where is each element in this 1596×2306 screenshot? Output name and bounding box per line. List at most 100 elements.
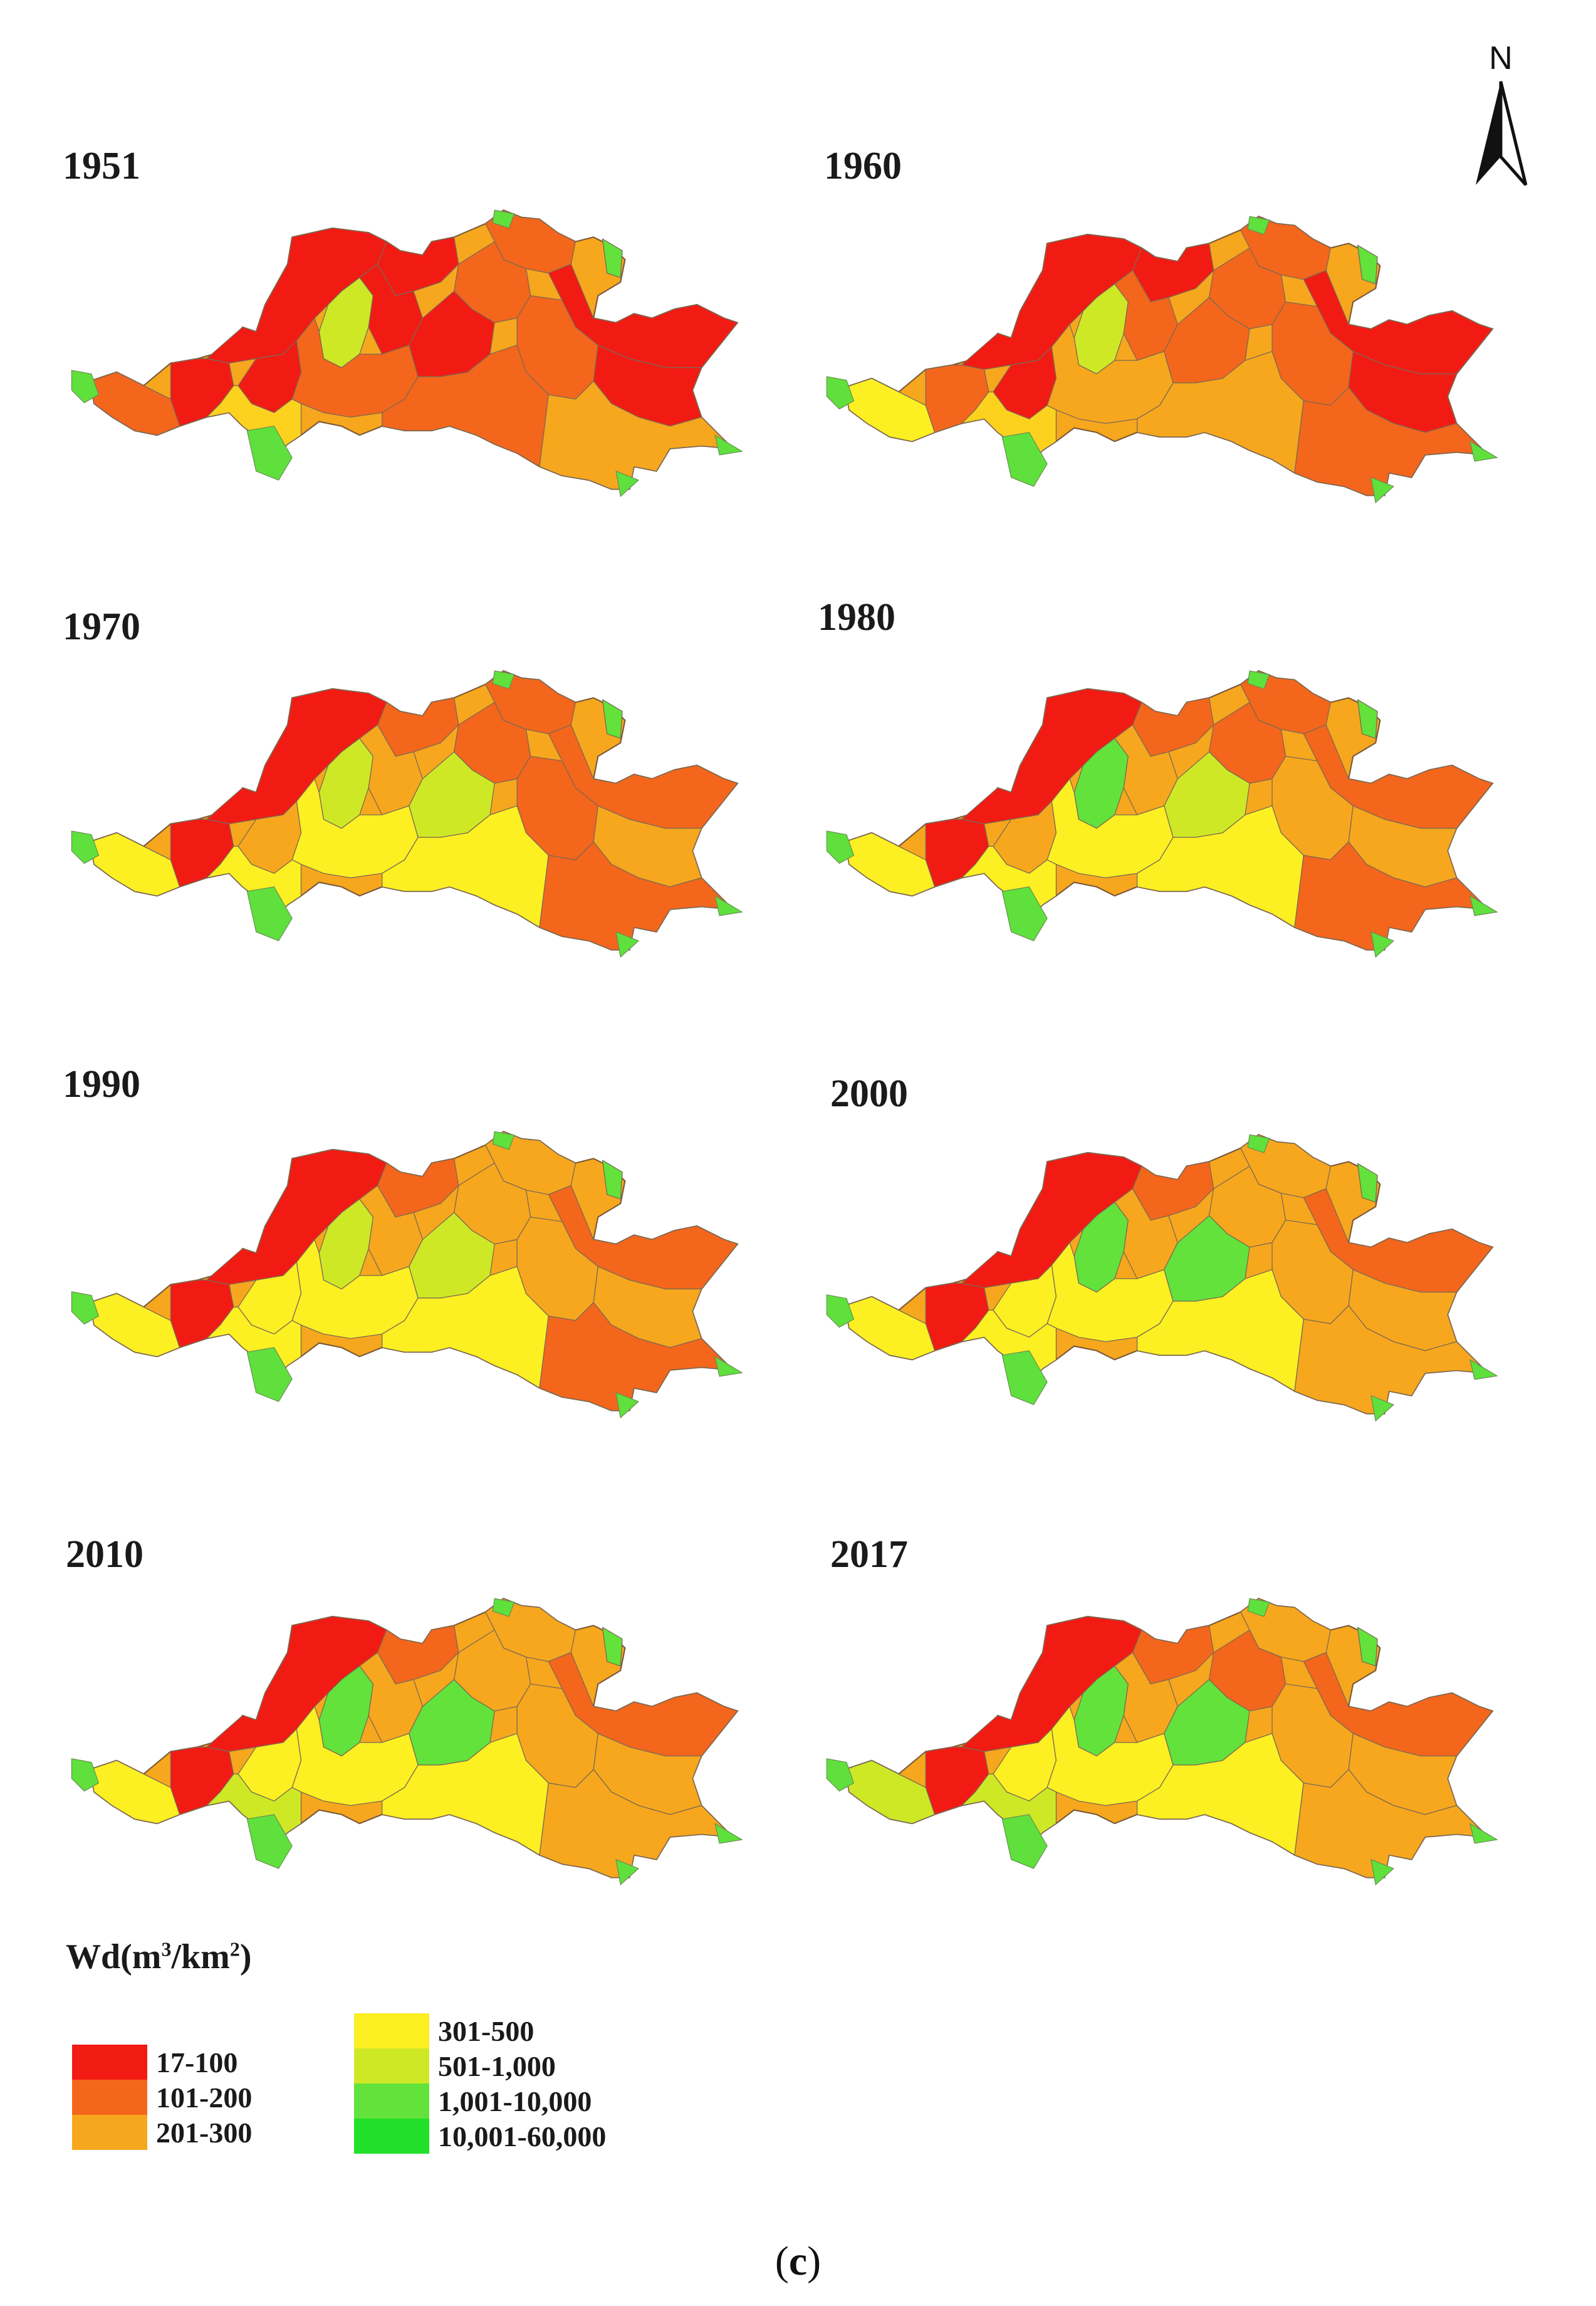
county-region (1247, 670, 1270, 689)
watershed-map-1951 (63, 141, 764, 567)
county-region (1294, 387, 1489, 496)
county-region (714, 1356, 743, 1377)
county-region (602, 699, 623, 739)
legend-swatch (72, 2080, 147, 2115)
watershed-map-svg (826, 216, 1498, 503)
legend-label: 1,001-10,000 (438, 2085, 592, 2117)
county-region (925, 1282, 989, 1351)
county-region (1247, 1134, 1270, 1153)
legend-swatch (354, 2048, 429, 2083)
county-region (170, 1746, 234, 1815)
panel-year-2000: 2000 (830, 1072, 908, 1115)
north-label: N (1489, 40, 1513, 76)
county-region (89, 1293, 180, 1357)
county-region (382, 344, 550, 468)
county-region (602, 238, 623, 278)
county-region (246, 426, 293, 481)
watershed-map-svg (71, 209, 743, 497)
county-region (1294, 1305, 1489, 1415)
north-arrow: N (1460, 38, 1541, 194)
county-region (71, 370, 100, 404)
county-region (826, 376, 855, 410)
county-region (1370, 1395, 1395, 1422)
county-region (1137, 805, 1305, 928)
panel-year-1951: 1951 (63, 145, 140, 187)
county-region (925, 364, 989, 433)
county-region (382, 1732, 550, 1856)
county-region (826, 1294, 855, 1328)
county-region (492, 670, 515, 689)
legend-swatch (354, 2119, 429, 2154)
legend-swatch (72, 2115, 147, 2150)
county-region (382, 805, 550, 928)
county-region (925, 1746, 989, 1815)
legend-title: Wd(m3/km2) (66, 1937, 252, 1976)
county-region (925, 819, 989, 888)
county-region (826, 1758, 855, 1792)
county-region (844, 832, 936, 896)
panel-year-1990: 1990 (63, 1063, 140, 1106)
legend-item-17-100: 17-100 (72, 2045, 237, 2080)
county-region (246, 886, 293, 941)
county-region (1357, 1627, 1378, 1667)
county-region (89, 372, 180, 436)
watershed-map-svg (71, 670, 743, 958)
county-region (1469, 1823, 1498, 1844)
legend-swatch (354, 2083, 429, 2119)
legend-label: 201-300 (156, 2116, 253, 2149)
panel-year-2010: 2010 (66, 1533, 143, 1576)
legend-swatch (72, 2045, 147, 2080)
legend-label: 17-100 (156, 2046, 238, 2078)
county-region (1357, 699, 1378, 739)
county-region (844, 1296, 936, 1360)
watershed-map-1990 (63, 1062, 764, 1489)
county-region (89, 832, 180, 896)
legend-item-101-200: 101-200 (72, 2080, 252, 2115)
watershed-map-1960 (818, 147, 1520, 574)
county-region (170, 1279, 234, 1348)
county-region (539, 380, 734, 490)
county-region (1001, 1350, 1048, 1405)
county-region (615, 470, 640, 497)
county-region (1137, 1732, 1305, 1856)
county-region (1370, 931, 1395, 958)
county-region (714, 434, 743, 456)
county-region (89, 1760, 180, 1824)
panel-year-1960: 1960 (824, 145, 902, 187)
watershed-map-2010 (63, 1529, 764, 1956)
legend-label: 501-1,000 (438, 2050, 556, 2082)
county-region (714, 1823, 743, 1844)
watershed-map-2000 (818, 1066, 1520, 1492)
watershed-map-2017 (818, 1529, 1520, 1956)
county-region (1137, 1269, 1305, 1392)
county-region (1370, 1858, 1395, 1885)
north-arrow-icon: N (1476, 40, 1528, 186)
county-region (492, 209, 515, 229)
watershed-map-1980 (818, 602, 1520, 1028)
county-region (246, 1347, 293, 1402)
watershed-map-1970 (63, 602, 764, 1028)
county-region (170, 819, 234, 888)
legend-label: 301-500 (438, 2015, 535, 2047)
watershed-map-svg (826, 670, 1498, 958)
county-region (615, 1391, 640, 1418)
county-region (170, 358, 234, 427)
county-region (1370, 476, 1395, 503)
county-region (1001, 432, 1048, 487)
county-region (1469, 895, 1498, 916)
county-region (246, 1814, 293, 1869)
county-region (492, 1131, 515, 1150)
county-region (615, 1858, 640, 1885)
county-region (1357, 1163, 1378, 1203)
legend-item-501-1000: 501-1,000 (354, 2048, 556, 2083)
county-region (539, 1302, 734, 1412)
county-region (539, 841, 734, 951)
panel-year-2017: 2017 (830, 1533, 908, 1576)
county-region (71, 1291, 100, 1325)
county-region (1137, 350, 1305, 474)
county-region (714, 895, 743, 916)
watershed-map-svg (71, 1598, 743, 1885)
county-region (71, 831, 100, 864)
county-region (539, 1769, 734, 1879)
county-region (602, 1627, 623, 1667)
